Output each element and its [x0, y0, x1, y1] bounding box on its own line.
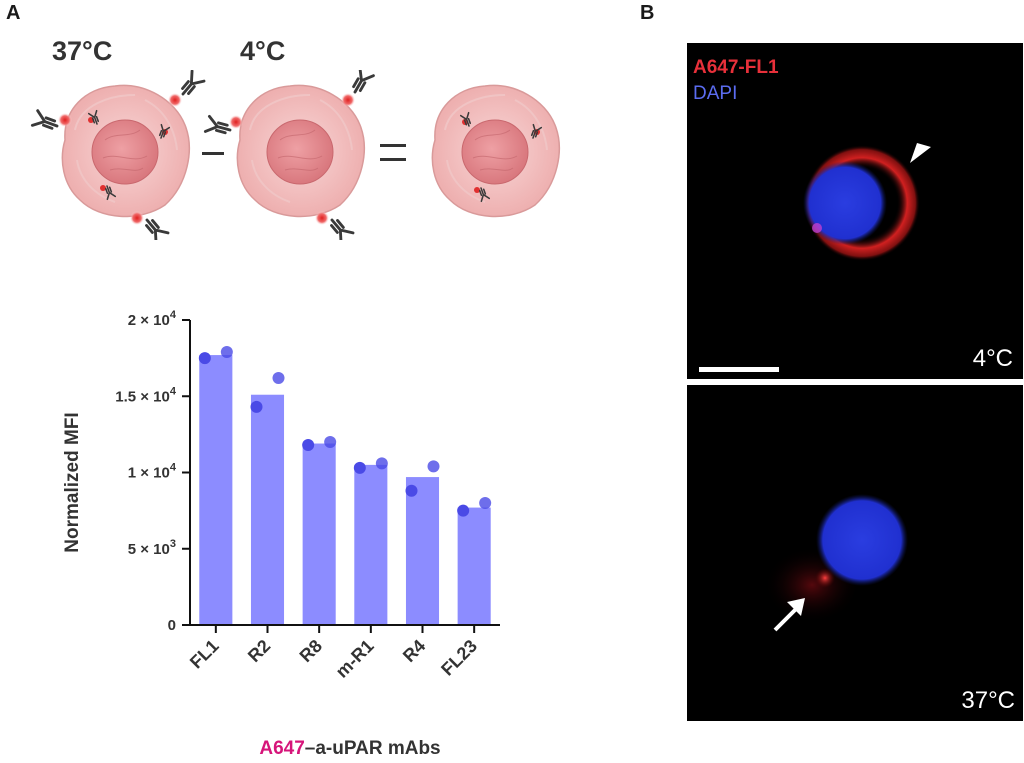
data-point [302, 439, 315, 452]
x-axis-title-rest: –a-uPAR mAbs [304, 738, 441, 759]
arrow-icon [773, 598, 805, 632]
scale-bar [699, 367, 779, 372]
x-tick-label-r4: R4 [399, 636, 429, 666]
schematic-label-37c: 37°C [52, 36, 113, 66]
data-point [272, 371, 285, 384]
red-internalized-signal [815, 568, 835, 588]
panel-a-letter: A [6, 2, 21, 24]
bar-fl23 [457, 507, 491, 625]
micrograph-37c: 37°C [687, 385, 1023, 721]
arrowhead-icon [910, 143, 931, 163]
data-point [353, 461, 366, 474]
y-tick-label: 1 × 104 [128, 462, 177, 482]
y-tick-label: 2 × 104 [128, 309, 177, 329]
bar-r4 [405, 477, 440, 625]
equals-top [380, 144, 406, 147]
y-tick-label: 1.5 × 104 [115, 385, 177, 405]
legend-dapi: DAPI [693, 83, 738, 104]
cell-37c [30, 70, 206, 240]
panel-b-letter: B [640, 2, 655, 24]
equals-bottom [380, 158, 406, 161]
data-point [198, 352, 211, 365]
blue-nucleus-37c [816, 494, 908, 586]
schematic-label-4c: 4°C [240, 36, 286, 66]
micrograph-label-37c: 37°C [961, 687, 1015, 714]
cell-schematic [30, 70, 561, 240]
cell-4c [203, 70, 375, 240]
data-point [479, 497, 492, 509]
cell-difference [431, 84, 561, 218]
x-tick-label-m-r1: m-R1 [332, 636, 378, 682]
x-tick-label-r8: R8 [296, 636, 326, 666]
blue-nucleus [803, 161, 887, 245]
data-point [220, 346, 233, 359]
bar-fl1 [199, 355, 233, 625]
micrograph-label-4c: 4°C [972, 345, 1013, 372]
x-tick-label-r2: R2 [244, 636, 274, 666]
data-point [405, 484, 418, 497]
bar-r8 [302, 443, 336, 625]
x-axis-title-highlight: A647 [259, 738, 305, 759]
x-axis-title: A647–a-uPAR mAbs [150, 738, 550, 760]
data-point [457, 504, 470, 517]
minus-sign [202, 152, 224, 155]
bar-r2 [250, 394, 285, 625]
bar-chart: 0 5 × 103 1 × 104 1.5 × 104 2 × 104 FL1 R2 R8 m… [62, 309, 500, 682]
y-axis-label: Normalized MFI [62, 412, 83, 552]
x-tick-label-fl23: FL23 [437, 636, 481, 680]
bar-m-r1 [354, 464, 388, 625]
legend-a647-fl1: A647-FL1 [693, 57, 779, 78]
x-tick-label-fl1: FL1 [186, 636, 223, 673]
micrograph-4c: A647-FL1 DAPI 4°C [687, 43, 1023, 379]
y-tick-label: 5 × 103 [128, 538, 176, 558]
y-tick-label: 0 [168, 617, 176, 634]
data-point [427, 460, 440, 473]
data-point [375, 457, 388, 470]
data-point [250, 400, 263, 413]
data-point [324, 436, 337, 448]
